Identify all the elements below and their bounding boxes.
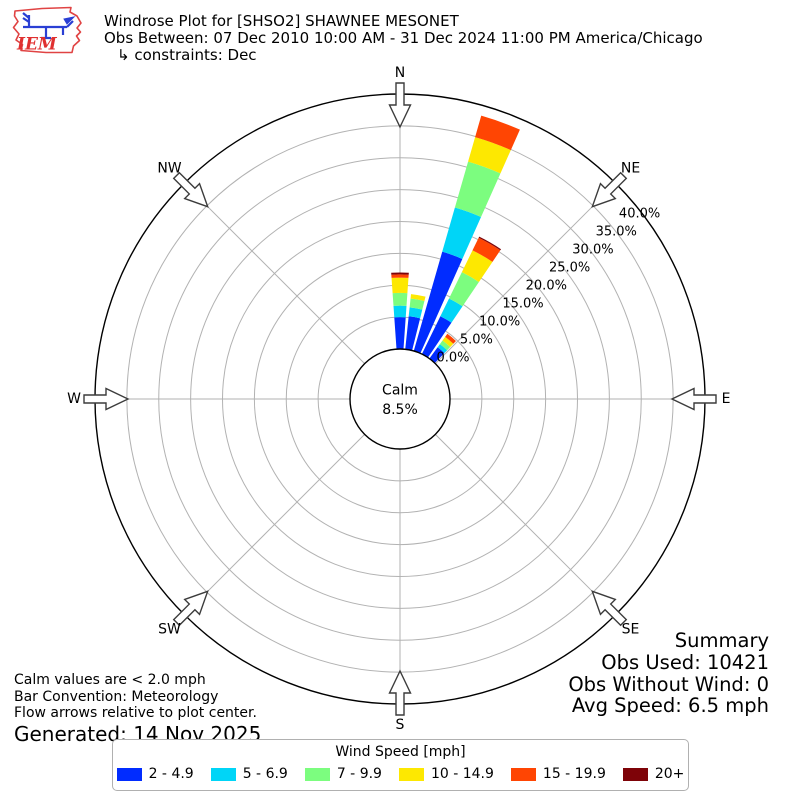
radial-tick-label: 0.0% [436, 351, 469, 366]
compass-label-s: S [396, 717, 405, 733]
legend-label: 20+ [654, 766, 685, 782]
windrose-bar-segment [429, 347, 445, 364]
windrose-bar-segment [461, 250, 493, 282]
legend-swatch [116, 767, 142, 781]
legend-item: 20+ [622, 766, 685, 782]
radial-tick-label: 40.0% [619, 206, 660, 221]
wind-speed-legend: Wind Speed [mph] 2 - 4.9 5 - 6.9 7 - 9.9 10… [112, 739, 689, 791]
compass-label-nw: NW [157, 160, 181, 176]
windrose-bar-segment [439, 340, 451, 351]
summary-obs-used: Obs Used: 10421 [601, 650, 769, 674]
flow-arrow-note: Flow arrows relative to plot center. [14, 705, 257, 722]
flow-arrow-icon [83, 387, 130, 411]
summary-obs-without-wind: Obs Without Wind: 0 [568, 672, 769, 696]
compass-label-n: N [395, 65, 405, 81]
summary-block: Summary Obs Used: 10421 Obs Without Wind… [568, 630, 769, 717]
legend-title: Wind Speed [mph] [335, 744, 466, 760]
legend-swatch [210, 767, 236, 781]
windrose-bar-segment [405, 316, 421, 351]
windrose-bar-segment [440, 298, 463, 323]
windrose-bar-segment [449, 272, 479, 307]
legend-label: 5 - 6.9 [242, 766, 288, 782]
legend-item: 15 - 19.9 [510, 766, 606, 782]
windrose-bar-segment [394, 317, 406, 350]
windrose-bar-segment [437, 344, 448, 353]
legend-item: 10 - 14.9 [398, 766, 494, 782]
radial-tick-label: 10.0% [479, 314, 520, 329]
plot-header: Windrose Plot for [SHSO2] SHAWNEE MESONE… [104, 13, 703, 64]
windrose-bar-segment [413, 251, 463, 354]
summary-avg-speed: Avg Speed: 6.5 mph [571, 694, 769, 718]
flow-arrow-icon [172, 171, 209, 208]
legend-items: 2 - 4.9 5 - 6.9 7 - 9.9 10 - 14.9 15 - 19.9 2… [113, 766, 688, 782]
grid-spoke [435, 182, 617, 364]
legend-label: 2 - 4.9 [148, 766, 194, 782]
legend-item: 7 - 9.9 [304, 766, 382, 782]
windrose-bar-segment [409, 298, 425, 310]
windrose-bar-segment [408, 307, 423, 319]
legend-label: 15 - 19.9 [542, 766, 606, 782]
windrose-bar-segment [442, 336, 454, 347]
plot-subtitle: Obs Between: 07 Dec 2010 10:00 AM - 31 D… [104, 29, 703, 47]
radial-tick-label: 20.0% [526, 278, 567, 293]
plot-title: Windrose Plot for [SHSO2] SHAWNEE MESONE… [104, 12, 459, 30]
windrose-bar-segment [421, 316, 452, 358]
windrose-bar-segment [391, 272, 409, 275]
flow-arrow-icon [591, 171, 628, 208]
grid-spoke [183, 182, 365, 364]
compass-label-se: SE [622, 622, 640, 638]
plot-constraint: ↳ constraints: Dec [117, 46, 257, 64]
compass-label-sw: SW [158, 622, 181, 638]
flow-arrow-icon [670, 387, 717, 411]
radial-tick-label: 35.0% [596, 224, 637, 239]
legend-swatch [304, 767, 330, 781]
windrose-bar-segment [468, 137, 511, 174]
radial-tick-label: 15.0% [502, 296, 543, 311]
grid-spoke [183, 434, 365, 616]
radial-tick-label: 25.0% [549, 260, 590, 275]
windrose-bar-segment [472, 237, 501, 262]
legend-swatch [510, 767, 536, 781]
windrose-bar-segment [475, 115, 520, 151]
flow-arrow-icon [172, 590, 209, 627]
compass-label-e: E [722, 391, 731, 407]
legend-swatch [398, 767, 424, 781]
calm-label: Calm [382, 383, 418, 399]
plot-notes: Calm values are < 2.0 mph Bar Convention… [14, 672, 261, 745]
windrose-bar-segment [454, 161, 501, 218]
compass-label-ne: NE [621, 160, 640, 176]
bar-convention-note: Bar Convention: Meteorology [14, 688, 219, 705]
flow-arrow-icon [388, 669, 412, 716]
radial-tick-label: 5.0% [460, 333, 493, 348]
calm-value: 8.5% [382, 402, 418, 418]
windrose-bar-segment [391, 274, 409, 278]
legend-swatch [622, 767, 648, 781]
windrose-bar-segment [393, 305, 407, 318]
legend-label: 10 - 14.9 [430, 766, 494, 782]
flow-arrow-icon [388, 82, 412, 129]
flow-arrow-icon [591, 590, 628, 627]
anemometer-icon [22, 12, 76, 40]
legend-label: 7 - 9.9 [336, 766, 382, 782]
windrose-bar-segment [392, 292, 408, 306]
summary-title: Summary [674, 629, 769, 652]
iem-logo-text: IEM [16, 35, 58, 55]
windrose-bar-segment [478, 236, 502, 251]
windrose-bar-segment [410, 294, 426, 302]
legend-item: 2 - 4.9 [116, 766, 194, 782]
windrose-bar-segment [445, 333, 456, 344]
compass-label-w: W [67, 391, 81, 407]
iem-logo: IEM [12, 6, 82, 55]
windrose-bar-segment [442, 207, 482, 259]
windrose-bar-segment [391, 277, 409, 294]
legend-item: 5 - 6.9 [210, 766, 288, 782]
grid-spoke [435, 434, 617, 616]
calm-note: Calm values are < 2.0 mph [14, 672, 206, 688]
radial-tick-label: 30.0% [572, 242, 613, 257]
calm-circle [349, 348, 451, 450]
